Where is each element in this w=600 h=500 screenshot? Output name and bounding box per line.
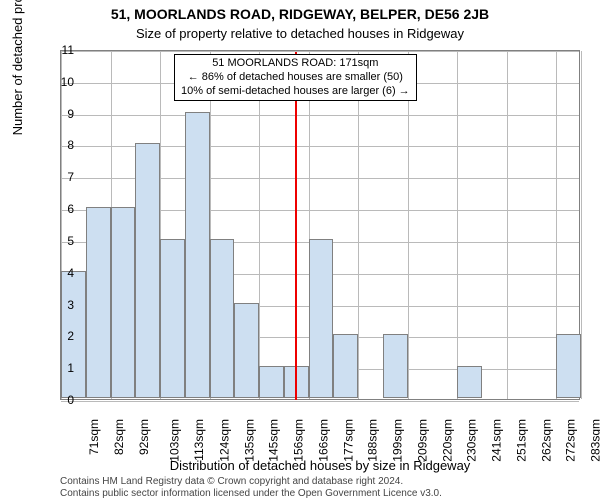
chart-root: 51, MOORLANDS ROAD, RIDGEWAY, BELPER, DE… xyxy=(0,0,600,500)
grid-line xyxy=(408,51,409,399)
y-tick-label: 7 xyxy=(67,170,74,184)
y-tick-label: 9 xyxy=(67,107,74,121)
x-tick-label: 124sqm xyxy=(218,419,232,462)
histogram-bar xyxy=(383,334,408,398)
x-tick-label: 82sqm xyxy=(112,419,126,455)
x-tick-label: 113sqm xyxy=(192,419,206,461)
y-tick-label: 4 xyxy=(67,266,74,280)
histogram-bar xyxy=(135,143,160,398)
x-tick-label: 230sqm xyxy=(465,419,479,462)
annotation-line: 10% of semi-detached houses are larger (… xyxy=(181,85,410,99)
grid-line xyxy=(61,115,579,116)
y-tick-label: 5 xyxy=(67,234,74,248)
histogram-bar xyxy=(457,366,482,398)
histogram-bar xyxy=(556,334,581,398)
chart-subtitle: Size of property relative to detached ho… xyxy=(0,26,600,41)
y-tick-label: 1 xyxy=(67,361,74,375)
x-tick-label: 156sqm xyxy=(292,419,306,462)
y-tick-label: 10 xyxy=(61,75,74,89)
marker-line xyxy=(295,52,297,400)
histogram-bar xyxy=(309,239,334,398)
y-tick-label: 3 xyxy=(67,298,74,312)
x-tick-label: 177sqm xyxy=(341,419,355,462)
x-tick-label: 220sqm xyxy=(440,419,454,462)
plot-outer: 51 MOORLANDS ROAD: 171sqm← 86% of detach… xyxy=(60,50,580,400)
grid-line xyxy=(61,401,579,402)
x-tick-label: 145sqm xyxy=(267,419,281,462)
grid-line xyxy=(581,51,582,399)
chart-title: 51, MOORLANDS ROAD, RIDGEWAY, BELPER, DE… xyxy=(0,6,600,22)
grid-line xyxy=(61,51,579,52)
x-tick-label: 188sqm xyxy=(366,419,380,462)
grid-line xyxy=(457,51,458,399)
y-tick-label: 2 xyxy=(67,329,74,343)
x-tick-label: 251sqm xyxy=(515,419,529,462)
attribution-line: Contains public sector information licen… xyxy=(60,488,580,500)
attribution-line: Contains HM Land Registry data © Crown c… xyxy=(60,476,580,488)
y-tick-label: 6 xyxy=(67,202,74,216)
x-tick-label: 272sqm xyxy=(564,419,578,462)
grid-line xyxy=(358,51,359,399)
y-tick-label: 0 xyxy=(67,393,74,407)
annotation-line: ← 86% of detached houses are smaller (50… xyxy=(181,71,410,85)
histogram-bar xyxy=(185,112,210,398)
x-tick-label: 92sqm xyxy=(137,419,151,455)
histogram-bar xyxy=(160,239,185,398)
x-tick-label: 199sqm xyxy=(391,419,405,462)
x-tick-label: 209sqm xyxy=(416,419,430,462)
x-tick-label: 241sqm xyxy=(490,419,504,462)
annotation-box: 51 MOORLANDS ROAD: 171sqm← 86% of detach… xyxy=(174,54,417,101)
histogram-bar xyxy=(333,334,358,398)
x-tick-label: 166sqm xyxy=(317,419,331,462)
histogram-bar xyxy=(210,239,235,398)
histogram-bar xyxy=(234,303,259,398)
x-tick-label: 71sqm xyxy=(87,419,101,455)
y-tick-label: 11 xyxy=(62,43,74,57)
x-tick-label: 103sqm xyxy=(168,419,182,462)
annotation-line: 51 MOORLANDS ROAD: 171sqm xyxy=(181,57,410,71)
histogram-bar xyxy=(111,207,136,398)
histogram-bar xyxy=(86,207,111,398)
x-tick-label: 262sqm xyxy=(539,419,553,462)
histogram-bar xyxy=(259,366,284,398)
grid-line xyxy=(507,51,508,399)
grid-line xyxy=(259,51,260,399)
plot-area: 51 MOORLANDS ROAD: 171sqm← 86% of detach… xyxy=(60,50,580,400)
attribution-text: Contains HM Land Registry data © Crown c… xyxy=(60,476,580,499)
x-tick-label: 135sqm xyxy=(242,419,256,462)
x-tick-label: 283sqm xyxy=(589,419,600,462)
y-axis-label: Number of detached properties xyxy=(10,0,25,135)
y-tick-label: 8 xyxy=(67,138,74,152)
